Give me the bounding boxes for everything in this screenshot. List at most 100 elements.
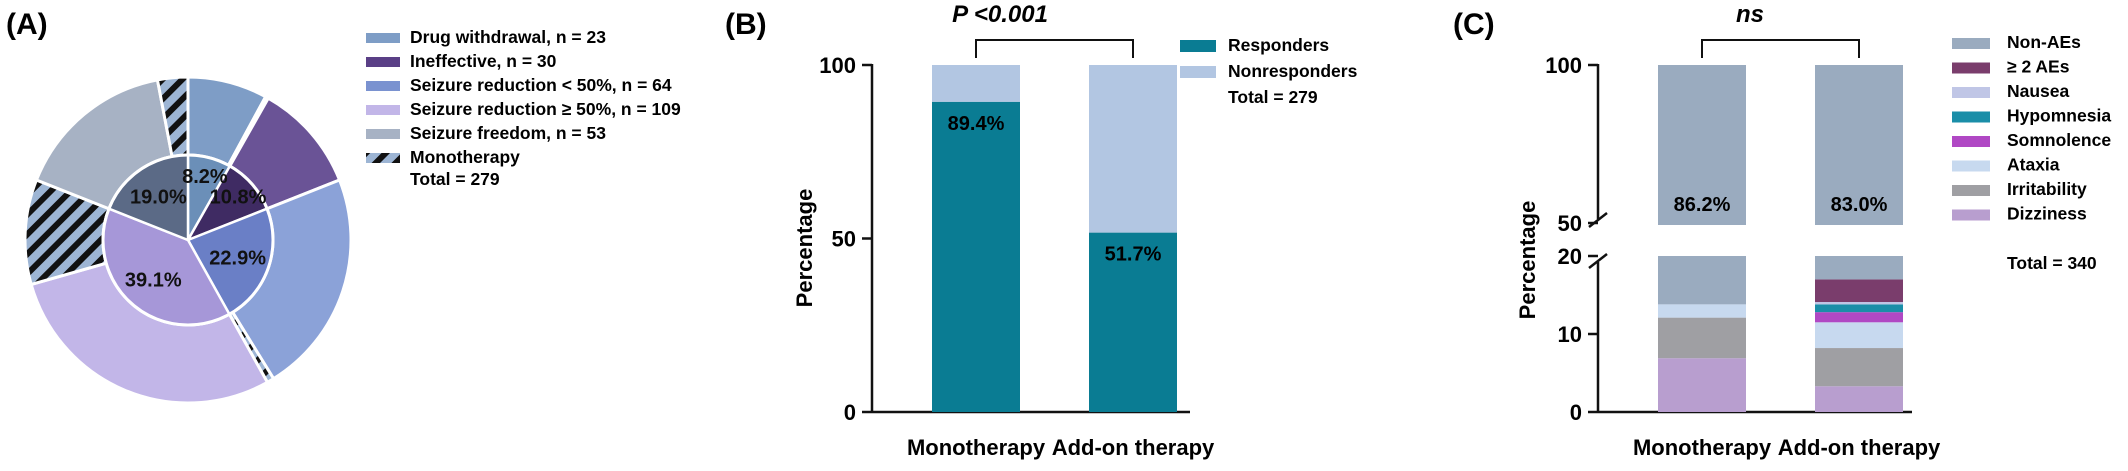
pie-outer-ring xyxy=(23,75,353,405)
legend-b-label-0: Responders xyxy=(1228,35,1329,55)
chart-b-xtick-label-1: Add-on therapy xyxy=(1052,435,1215,460)
chart-b-significance: P <0.001 xyxy=(952,1,1048,28)
panel-b-label: (B) xyxy=(725,8,767,41)
chart-b-data-label-0: 89.4% xyxy=(948,113,1005,135)
legend-c-swatch-4 xyxy=(1952,136,1990,147)
chart-c-bar-1-4 xyxy=(1815,304,1903,313)
legend-c-label-4: Somnolence xyxy=(2007,130,2111,150)
legend-a-label-4: Seizure freedom, n = 53 xyxy=(410,123,606,143)
legend-c-label-2: Nausea xyxy=(2007,81,2070,101)
legend-a-label-1: Ineffective, n = 30 xyxy=(410,51,557,71)
bar-chart-b: 0 50 100 89.4% Monotherapy 51.7% Add-on thera… xyxy=(819,39,1215,460)
legend-b-total: Total = 279 xyxy=(1228,87,1318,107)
pie-inner-label-2: 22.9% xyxy=(209,248,266,270)
panel-a-label: (A) xyxy=(6,8,48,41)
chart-c-bar-1-5 xyxy=(1815,302,1903,305)
legend-c-label-3: Hypomnesia xyxy=(2007,106,2111,126)
chart-c-ytick-low-label-2: 20 xyxy=(1558,244,1582,269)
bar-chart-c: 0 10 20 50 100 86.2% Monotherapy 83.0% Add-on t… xyxy=(1545,39,1941,460)
chart-c-ytick-up-label-0: 50 xyxy=(1558,211,1582,236)
chart-b-ytick-label-1: 50 xyxy=(832,227,856,252)
pie-inner-label-0: 8.2% xyxy=(182,166,228,188)
chart-c-bar-0-7-lower xyxy=(1658,256,1746,305)
legend-c-swatch-6 xyxy=(1952,185,1990,196)
legend-a-swatch-5 xyxy=(366,153,400,163)
chart-c-bars xyxy=(1658,65,1903,412)
legend-c-label-6: Irritability xyxy=(2007,179,2087,199)
chart-c-bar-0-0 xyxy=(1658,358,1746,412)
legend-a-swatch-4 xyxy=(366,129,400,139)
chart-c-data-label-1: 83.0% xyxy=(1831,194,1888,216)
chart-c-ytick-low-label-0: 0 xyxy=(1570,400,1582,425)
legend-c-swatch-1 xyxy=(1952,62,1990,74)
chart-c-significance: ns xyxy=(1736,1,1764,28)
legend-a: Drug withdrawal, n = 23 Ineffective, n = … xyxy=(366,27,681,167)
chart-c-bar-1-2 xyxy=(1815,322,1903,349)
chart-c-ylabel: Percentage xyxy=(1515,201,1540,320)
legend-c-swatch-2 xyxy=(1952,87,1990,98)
legend-b-swatch-1 xyxy=(1180,66,1216,78)
legend-a-swatch-1 xyxy=(366,57,400,67)
chart-c-bar-1-0 xyxy=(1815,386,1903,412)
legend-c-label-7: Dizziness xyxy=(2007,204,2087,224)
pie-inner-rim xyxy=(101,153,275,327)
chart-b-ytick-label-2: 100 xyxy=(819,53,856,78)
chart-c-axis-break-lower xyxy=(1588,253,1608,269)
legend-c-label-5: Ataxia xyxy=(2007,155,2060,175)
legend-b-label-1: Nonresponders xyxy=(1228,61,1358,81)
chart-c-bar-0-1 xyxy=(1658,317,1746,359)
legend-c-swatch-5 xyxy=(1952,160,1990,172)
pie-inner-label-1: 10.8% xyxy=(210,186,267,208)
chart-b-bar-0-0 xyxy=(932,101,1020,413)
pie-inner-label-3: 39.1% xyxy=(125,270,182,292)
legend-a-label-0: Drug withdrawal, n = 23 xyxy=(410,27,606,47)
legend-c-label-0: Non-AEs xyxy=(2007,32,2081,52)
chart-c-ytick-up-label-1: 100 xyxy=(1545,53,1582,78)
chart-b-data-label-1: 51.7% xyxy=(1105,244,1162,266)
chart-c-bar-1-1 xyxy=(1815,348,1903,387)
chart-b-bars xyxy=(932,65,1177,413)
legend-c-swatch-3 xyxy=(1952,111,1990,123)
legend-c-swatch-0 xyxy=(1952,38,1990,49)
chart-c-axis-break-upper xyxy=(1588,212,1608,228)
chart-c-bar-1-3 xyxy=(1815,312,1903,323)
legend-a-label-2: Seizure reduction < 50%, n = 64 xyxy=(410,75,672,95)
chart-b-labels: 89.4% Monotherapy 51.7% Add-on therapy xyxy=(907,39,1215,460)
pie-inner-ring xyxy=(101,153,275,327)
chart-c-bar-1-7-upper xyxy=(1815,65,1903,225)
legend-c-total: Total = 340 xyxy=(2007,253,2097,273)
legend-a-total: Total = 279 xyxy=(410,169,500,189)
pie-chart-a: 8.2%10.8% 22.9% 39.1% 19.0% xyxy=(23,75,353,405)
chart-c-significance-bracket xyxy=(1701,39,1860,58)
chart-b-bar-1-0 xyxy=(1089,232,1177,412)
legend-c-label-1: ≥ 2 AEs xyxy=(2007,57,2070,77)
legend-b-swatch-0 xyxy=(1180,40,1216,52)
chart-c-ytick-low-label-1: 10 xyxy=(1558,322,1582,347)
legend-a-swatch-3 xyxy=(366,105,400,115)
legend-a-label-3: Seizure reduction ≥ 50%, n = 109 xyxy=(410,99,681,119)
legend-b: Responders Nonresponders xyxy=(1180,35,1358,81)
chart-b-xtick-label-0: Monotherapy xyxy=(907,435,1046,460)
legend-c: Non-AEs ≥ 2 AEs Nausea Hypomnesia Somnolence… xyxy=(1952,32,2111,224)
chart-c-xtick-label-1: Add-on therapy xyxy=(1778,435,1941,460)
chart-c-bar-1-7-lower xyxy=(1815,256,1903,280)
legend-a-swatch-2 xyxy=(366,81,400,91)
chart-c-labels: 86.2% Monotherapy 83.0% Add-on therapy xyxy=(1633,39,1941,460)
chart-b-ytick-label-0: 0 xyxy=(844,400,856,425)
chart-b-bar-1-1 xyxy=(1089,65,1177,233)
pie-labels: 8.2%10.8% 22.9% 39.1% 19.0% xyxy=(125,166,267,292)
chart-c-data-label-0: 86.2% xyxy=(1674,194,1731,216)
panel-c-label: (C) xyxy=(1453,8,1495,41)
chart-b-bar-0-1 xyxy=(932,65,1020,102)
legend-a-swatch-0 xyxy=(366,33,400,43)
chart-c-bar-0-7-upper xyxy=(1658,65,1746,225)
chart-c-bar-1-6 xyxy=(1815,279,1903,303)
chart-b-significance-bracket xyxy=(975,39,1134,58)
legend-c-swatch-7 xyxy=(1952,209,1990,221)
pie-inner-label-4: 19.0% xyxy=(130,186,187,208)
legend-a-label-5: Monotherapy xyxy=(410,147,520,167)
chart-c-xtick-label-0: Monotherapy xyxy=(1633,435,1772,460)
chart-b-ylabel: Percentage xyxy=(792,189,817,308)
